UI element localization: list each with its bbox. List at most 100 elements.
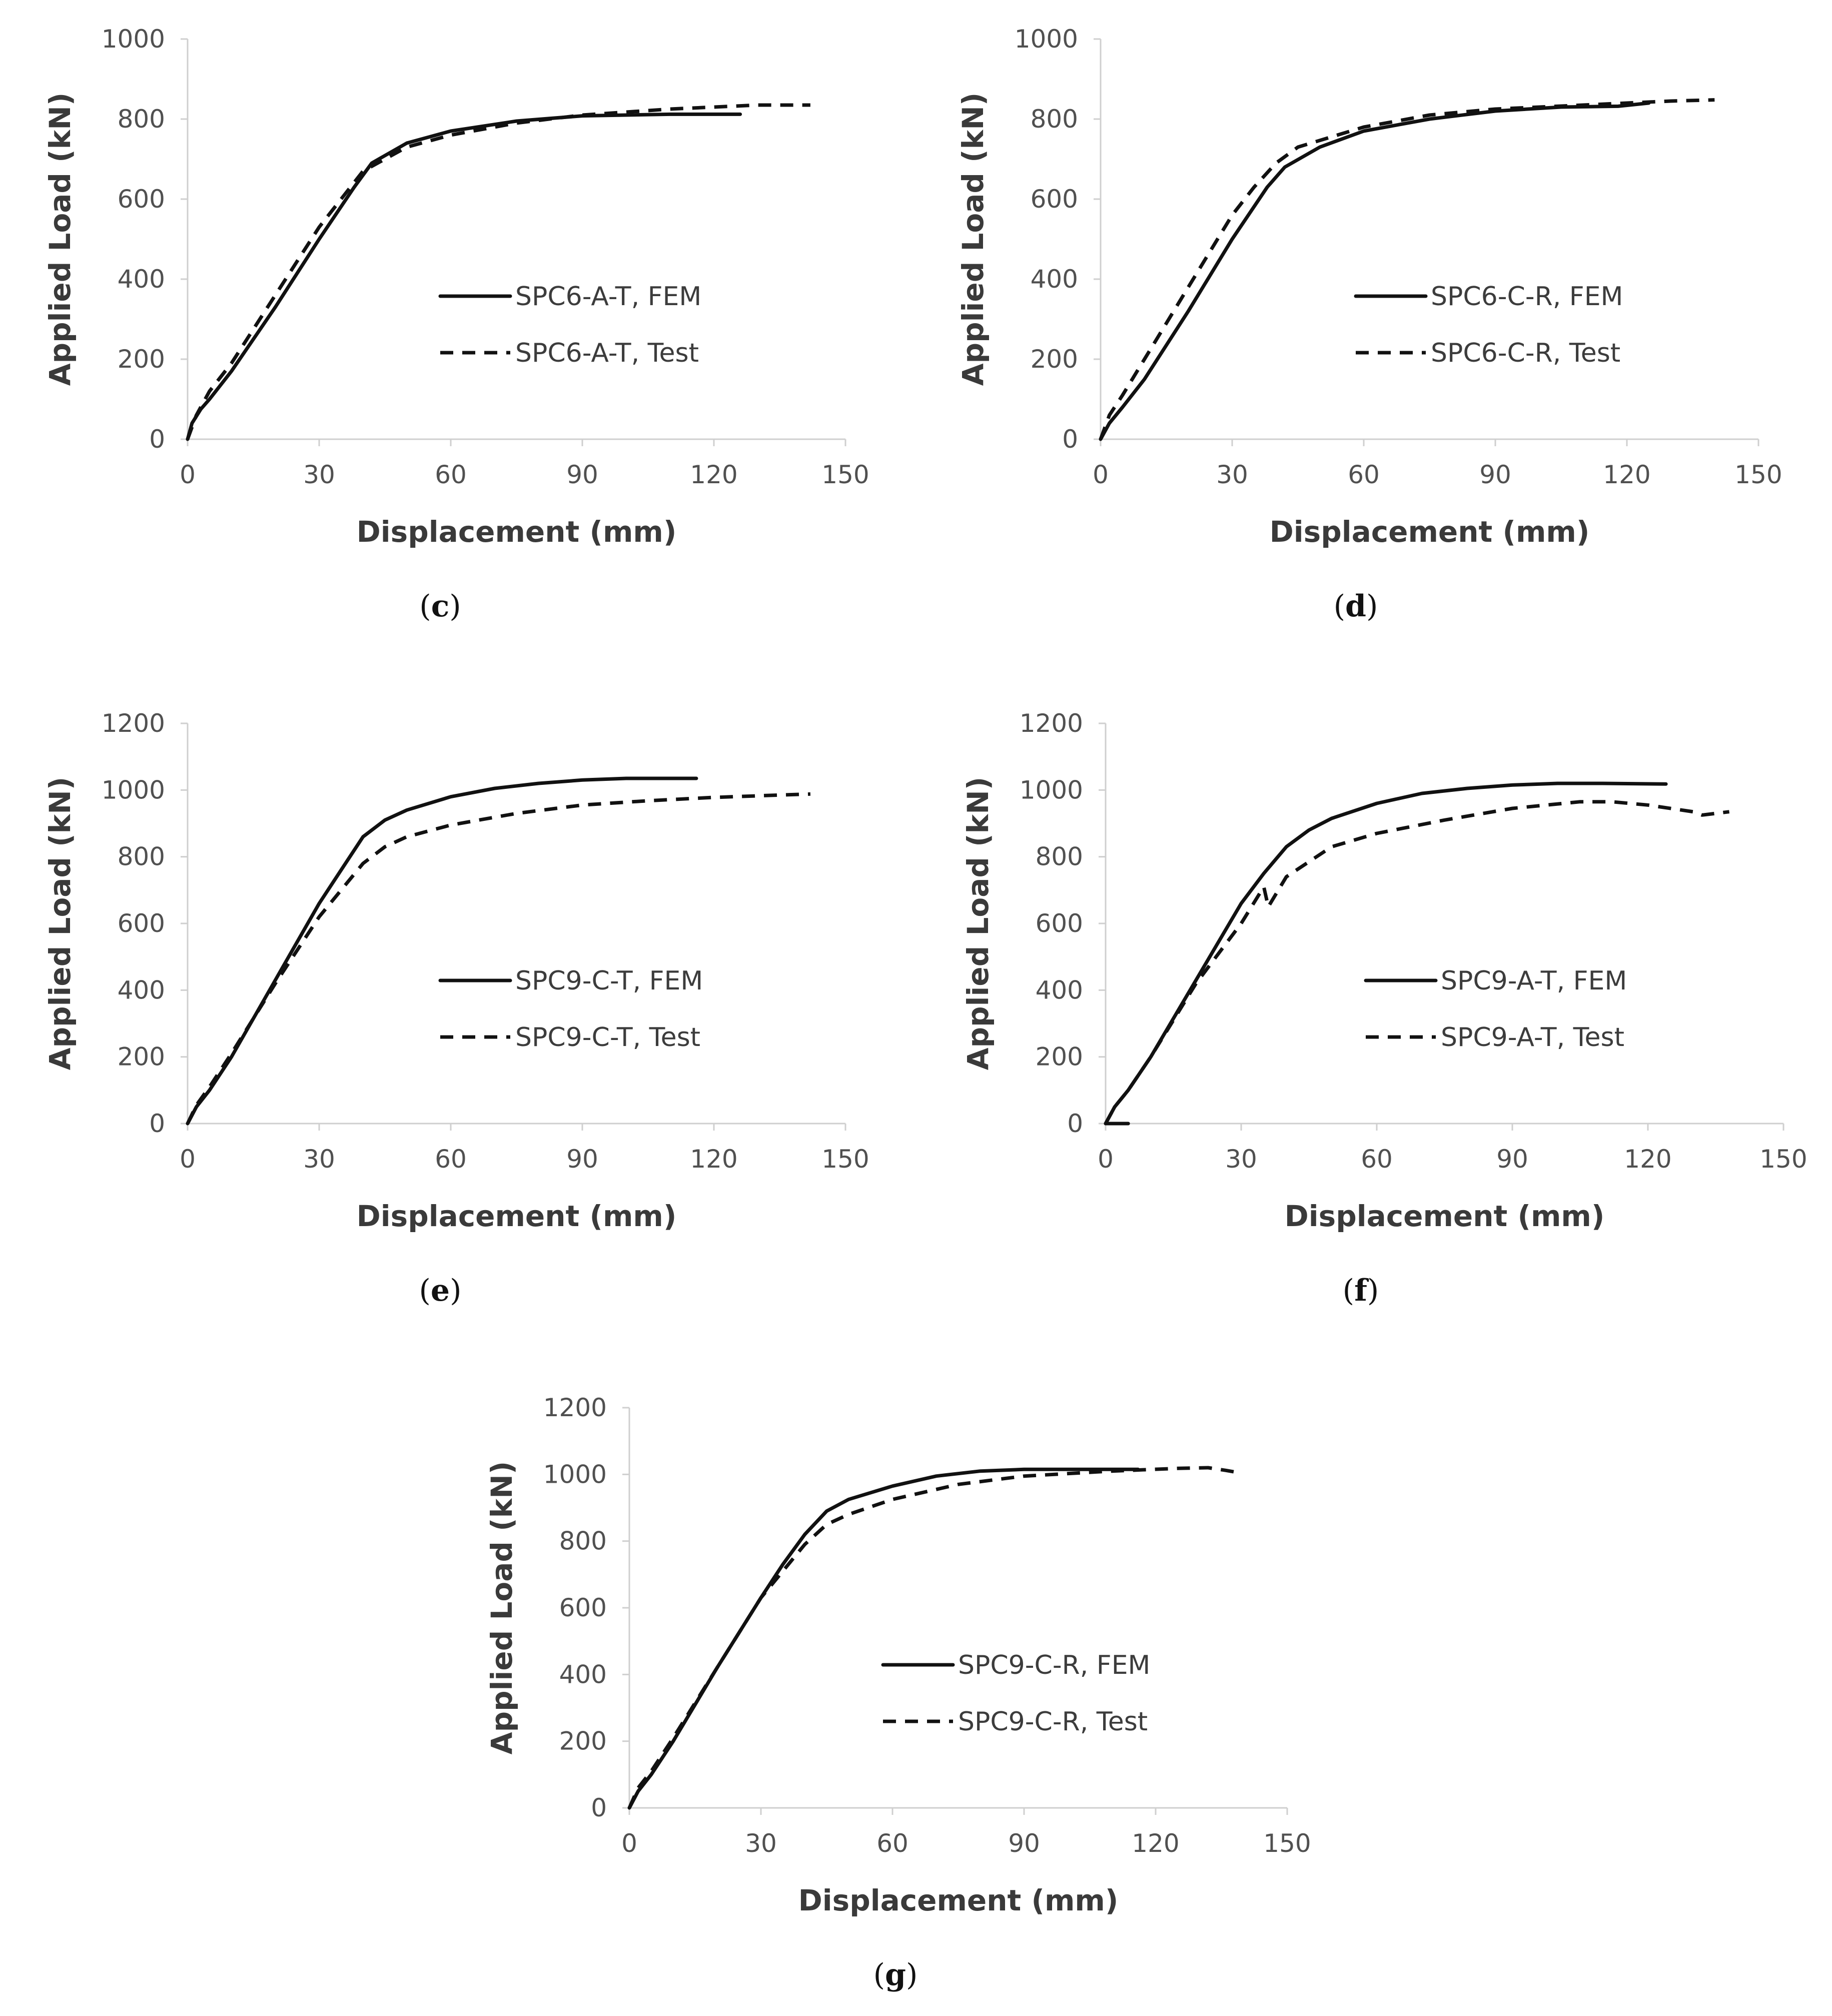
x-tick-label: 120 <box>1603 460 1650 489</box>
y-axis-label: Applied Load (kN) <box>43 93 77 386</box>
y-tick-label: 1200 <box>1020 709 1083 738</box>
x-tick-label: 150 <box>821 1145 869 1174</box>
y-tick-label: 200 <box>1036 1043 1083 1072</box>
x-tick-label: 150 <box>1263 1829 1311 1858</box>
series-line-dashed <box>1099 98 1715 440</box>
legend-entry: SPC9-C-T, Test <box>515 1023 700 1053</box>
x-tick-label: 60 <box>1348 460 1380 489</box>
x-tick-label: 0 <box>621 1829 637 1858</box>
chart-panel-e: 0 200 400 600 800 1000 1200 0 30 60 90 120 150 Displa… <box>43 709 869 1308</box>
chart-panel-g: 0 200 400 600 800 1000 1200 0 30 60 90 120 150 Displa… <box>485 1393 1311 1992</box>
x-tick-label: 60 <box>435 460 467 489</box>
caption-letter: c <box>431 589 450 624</box>
y-tick-label: 800 <box>118 842 165 871</box>
y-tick-label: 1000 <box>1020 775 1083 804</box>
y-tick-label: 600 <box>1036 909 1083 938</box>
y-tick-label: 200 <box>118 1043 165 1072</box>
x-axis-label: Displacement (mm) <box>357 515 677 549</box>
x-tick-label: 120 <box>690 460 737 489</box>
y-axis-label: Applied Load (kN) <box>43 777 77 1071</box>
caption-open-paren: ( <box>1343 1273 1354 1308</box>
y-tick-label: 400 <box>118 975 165 1004</box>
y-axis-label: Applied Load (kN) <box>956 93 990 386</box>
y-tick-label: 600 <box>559 1593 607 1622</box>
x-tick-label: 30 <box>303 1145 335 1174</box>
x-axis-label: Displacement (mm) <box>1285 1199 1605 1233</box>
x-tick-label: 60 <box>1361 1145 1393 1174</box>
caption-letter: e <box>431 1273 450 1308</box>
y-tick-label: 0 <box>149 425 165 454</box>
caption-close-paren: ) <box>1366 589 1378 624</box>
panel-caption: (c) <box>419 589 461 624</box>
y-tick-label: 400 <box>1036 975 1083 1004</box>
legend-entry: SPC9-C-R, FEM <box>958 1650 1150 1680</box>
chart-panel-f: 0 200 400 600 800 1000 1200 0 30 60 90 120 150 Displa… <box>961 709 1807 1308</box>
panel-caption: (e) <box>419 1273 461 1308</box>
x-tick-label: 0 <box>180 460 196 489</box>
series-line-solid <box>1099 101 1651 441</box>
legend-entry: SPC6-A-T, Test <box>515 338 699 368</box>
y-tick-label: 0 <box>1062 425 1078 454</box>
x-axis-label: Displacement (mm) <box>1270 515 1590 549</box>
x-tick-label: 30 <box>745 1829 777 1858</box>
x-tick-label: 30 <box>1216 460 1248 489</box>
y-tick-label: 600 <box>118 185 165 214</box>
series-line-solid <box>1104 781 1668 1126</box>
legend-entry: SPC6-C-R, Test <box>1431 338 1620 368</box>
x-tick-label: 120 <box>1132 1829 1179 1858</box>
x-tick-label: 150 <box>821 460 869 489</box>
y-tick-label: 800 <box>1031 105 1078 134</box>
caption-close-paren: ) <box>450 1273 461 1308</box>
y-tick-label: 600 <box>118 909 165 938</box>
y-axis-label: Applied Load (kN) <box>961 777 995 1071</box>
x-tick-label: 0 <box>1093 460 1109 489</box>
series-line-dashed <box>186 792 811 1125</box>
x-tick-label: 120 <box>690 1145 737 1174</box>
y-tick-label: 800 <box>118 105 165 134</box>
y-axis-label: Applied Load (kN) <box>485 1461 519 1755</box>
panel-caption: (d) <box>1334 589 1378 624</box>
y-tick-label: 600 <box>1031 185 1078 214</box>
y-tick-label: 0 <box>1067 1109 1083 1138</box>
legend-entry: SPC9-C-T, FEM <box>515 966 703 996</box>
y-tick-label: 800 <box>1036 842 1083 871</box>
caption-open-paren: ( <box>419 589 431 624</box>
x-tick-label: 60 <box>876 1829 908 1858</box>
caption-close-paren: ) <box>906 1957 918 1992</box>
caption-open-paren: ( <box>873 1957 885 1992</box>
y-tick-label: 1000 <box>1015 25 1078 54</box>
series-line-solid <box>186 112 742 441</box>
series-line-solid <box>186 776 698 1126</box>
x-tick-label: 60 <box>435 1145 467 1174</box>
chart-panel-d: 0 200 400 600 800 1000 0 30 60 90 120 150 Displaceme… <box>956 25 1782 624</box>
series-line-solid <box>627 1467 1140 1810</box>
panel-caption: (f) <box>1343 1273 1379 1308</box>
x-axis-label: Displacement (mm) <box>357 1199 677 1233</box>
legend-entry: SPC9-A-T, Test <box>1441 1023 1624 1053</box>
legend-entry: SPC9-C-R, Test <box>958 1707 1148 1737</box>
y-tick-label: 200 <box>118 345 165 374</box>
y-tick-label: 200 <box>1031 345 1078 374</box>
y-tick-label: 400 <box>118 265 165 294</box>
x-tick-label: 0 <box>180 1145 196 1174</box>
caption-letter: d <box>1345 589 1366 624</box>
x-tick-label: 150 <box>1734 460 1782 489</box>
caption-open-paren: ( <box>419 1273 430 1308</box>
legend-entry: SPC6-A-T, FEM <box>515 282 701 312</box>
x-axis-label: Displacement (mm) <box>798 1883 1119 1917</box>
chart-panel-c: 0 200 400 600 800 1000 0 30 60 90 120 150 Displaceme… <box>43 25 869 624</box>
y-tick-label: 1000 <box>102 775 165 804</box>
x-tick-label: 90 <box>1008 1829 1040 1858</box>
y-tick-label: 200 <box>559 1727 607 1756</box>
x-tick-label: 90 <box>566 1145 598 1174</box>
x-tick-label: 90 <box>566 460 598 489</box>
y-tick-label: 1000 <box>543 1460 607 1489</box>
x-tick-label: 90 <box>1496 1145 1528 1174</box>
y-tick-label: 0 <box>591 1793 607 1822</box>
caption-letter: f <box>1354 1273 1369 1308</box>
x-tick-label: 0 <box>1098 1145 1114 1174</box>
x-tick-label: 30 <box>303 460 335 489</box>
x-tick-label: 90 <box>1479 460 1511 489</box>
x-tick-label: 150 <box>1759 1145 1807 1174</box>
